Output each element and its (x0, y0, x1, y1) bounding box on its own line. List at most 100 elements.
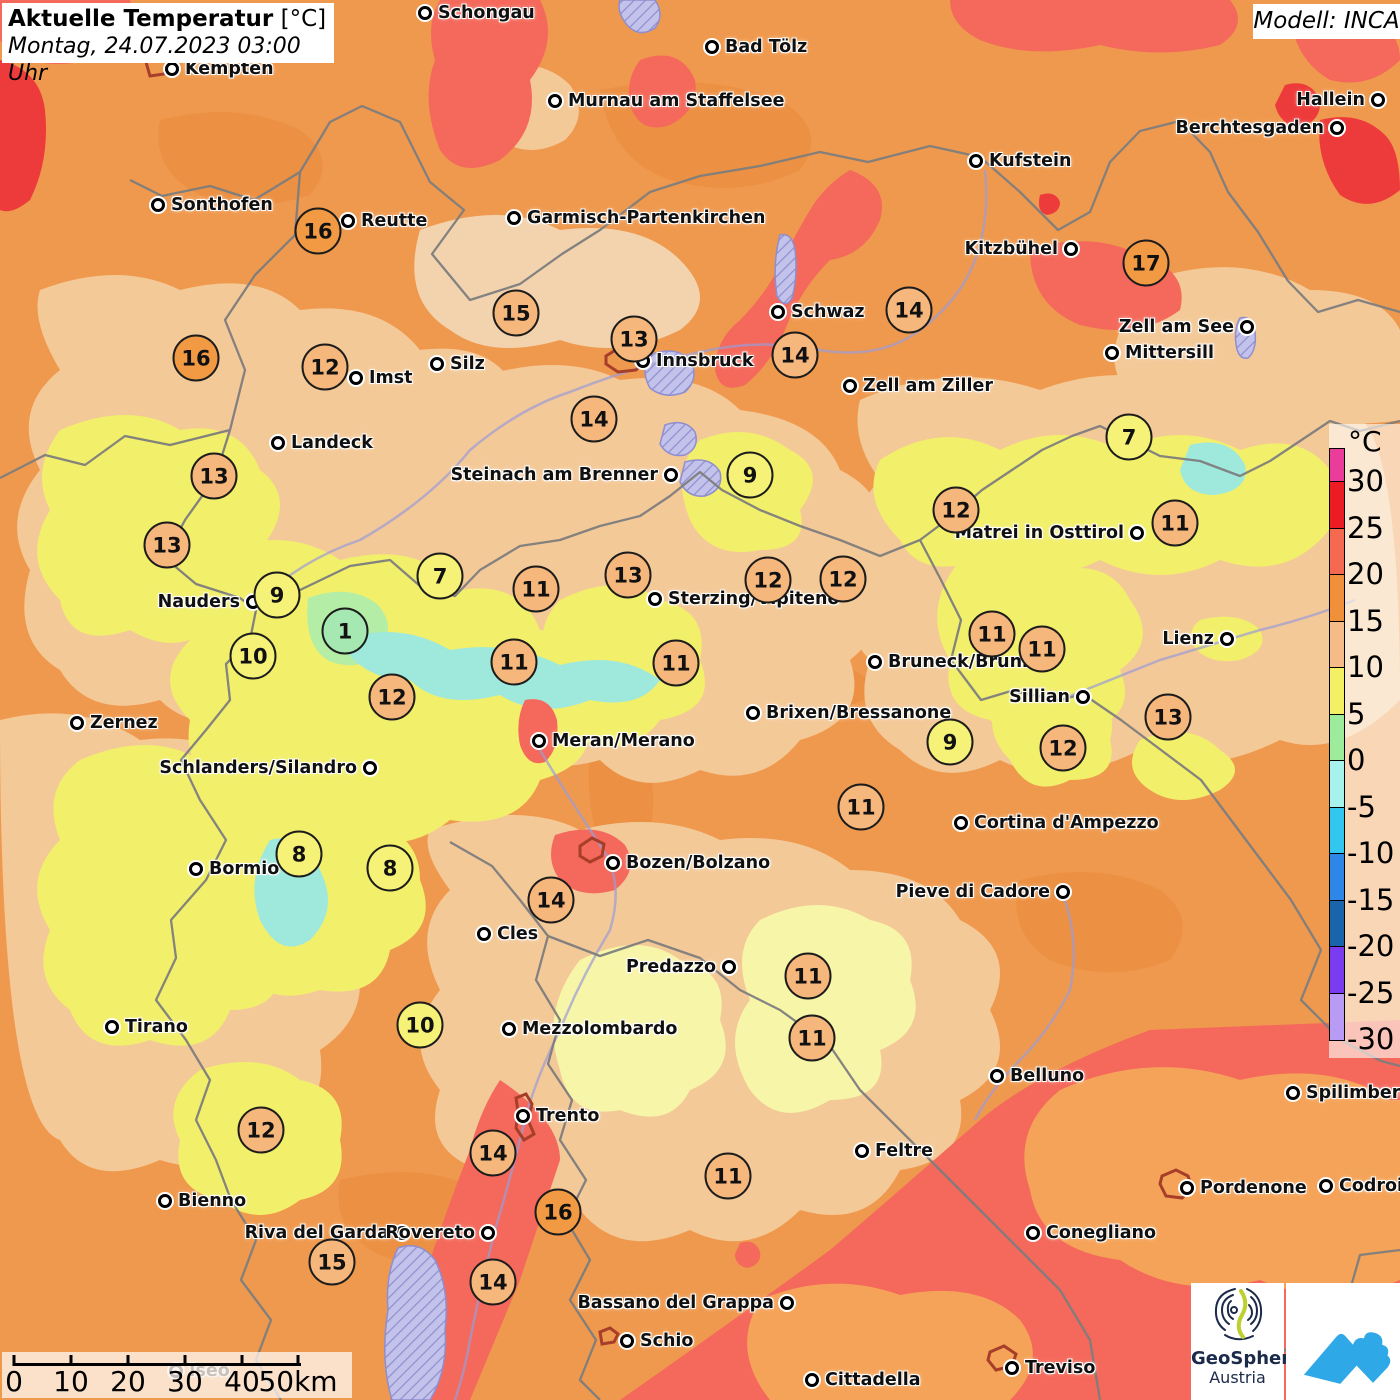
city-marker-icon (507, 211, 521, 225)
legend-tick-label: 10 (1347, 650, 1384, 684)
city-marker-icon (70, 716, 84, 730)
temperature-station-value: 11 (490, 638, 538, 686)
city-label: Zernez (90, 713, 158, 733)
city-marker-icon (606, 856, 620, 870)
geosphere-contour-icon (1214, 1288, 1262, 1341)
city-marker-icon (1130, 526, 1144, 540)
city-marker-icon (1286, 1086, 1300, 1100)
city-label: Nauders (157, 592, 240, 612)
temperature-station-value: 8 (366, 844, 414, 892)
city-marker-icon (548, 94, 562, 108)
city-label: Bruneck/Brunico (888, 652, 1051, 672)
city-label: Feltre (875, 1141, 933, 1161)
lakes (384, 0, 1257, 1400)
city-marker-icon (481, 1226, 495, 1240)
scale-tick-label: 10 (53, 1365, 89, 1398)
city-marker-icon (1026, 1226, 1040, 1240)
temperature-station-value: 17 (1122, 239, 1170, 287)
city-marker-icon (805, 1373, 819, 1387)
city-marker-icon (969, 154, 983, 168)
map-subtitle: Montag, 24.07.2023 03:00 Uhr (8, 34, 301, 86)
city-label: Berchtesgaden (1175, 118, 1324, 138)
title-box: Aktuelle Temperatur [°C] Montag, 24.07.2… (2, 3, 334, 86)
city-marker-icon (477, 927, 491, 941)
city-marker-icon (780, 1296, 794, 1310)
temperature-station-value: 12 (819, 555, 867, 603)
city-label: Imst (369, 368, 413, 388)
legend-band (1330, 621, 1344, 668)
scale-tick (240, 1355, 244, 1366)
city-label: Trento (536, 1106, 600, 1126)
legend-tick-label: -10 (1347, 836, 1395, 870)
city-label: Silz (450, 354, 485, 374)
legend-band (1330, 482, 1344, 529)
map-scale-bar: 0 10 20 30 40 50km (2, 1352, 352, 1398)
city-marker-icon (705, 40, 719, 54)
legend-tick-label: -15 (1347, 882, 1395, 917)
legend-unit-label: °C (1348, 425, 1382, 458)
legend-tick-label: 15 (1347, 603, 1384, 638)
city-marker-icon (271, 436, 285, 450)
city-marker-icon (990, 1069, 1004, 1083)
temperature-station-value: 7 (1105, 413, 1153, 461)
legend-tick-label: -25 (1347, 975, 1395, 1010)
map-title: Aktuelle Temperatur [°C] (8, 5, 334, 33)
city-marker-icon (1064, 242, 1078, 256)
temperature-legend: °C 30 25 20 15 10 5 0 -5 -10 -15 -20 -25 -30 (1329, 424, 1400, 1058)
legend-tick-label: 0 (1347, 743, 1366, 777)
city-label: Predazzo (625, 957, 716, 977)
city-marker-icon (418, 6, 432, 20)
city-label: Codroipo (1339, 1176, 1400, 1196)
city-marker-icon (1220, 632, 1234, 646)
city-label: Rovereto (385, 1223, 475, 1243)
city-label: Schwaz (791, 302, 865, 322)
city-label: Schio (640, 1331, 694, 1351)
scale-tick-label: 50km (258, 1365, 338, 1398)
city-label: Pieve di Cadore (895, 882, 1050, 902)
city-label: Lienz (1162, 629, 1214, 649)
temperature-station-value: 13 (610, 315, 658, 363)
legend-color-bar (1329, 448, 1345, 1041)
city-label: Steinach am Brenner (450, 465, 658, 485)
geosphere-country: Austria (1209, 1368, 1266, 1387)
city-marker-icon (746, 706, 760, 720)
scale-tick-label: 30 (167, 1365, 203, 1398)
city-label: Sonthofen (171, 195, 273, 215)
city-label: Conegliano (1046, 1223, 1157, 1243)
temperature-station-value: 14 (469, 1258, 517, 1306)
city-label: Riva del Garda (244, 1223, 389, 1243)
city-marker-icon (341, 214, 355, 228)
temperature-station-value: 14 (885, 286, 933, 334)
city-marker-icon (1076, 690, 1090, 704)
temperature-station-value: 9 (926, 718, 974, 766)
title-text: Aktuelle Temperatur (8, 6, 274, 32)
city-marker-icon (648, 592, 662, 606)
temperature-station-value: 11 (784, 952, 832, 1000)
city-marker-icon (158, 1194, 172, 1208)
temperature-station-value: 11 (837, 783, 885, 831)
city-marker-icon (954, 816, 968, 830)
legend-tick-label: 25 (1347, 510, 1384, 545)
scale-tick (69, 1355, 73, 1366)
city-label: Tirano (125, 1017, 188, 1037)
scale-tick (12, 1355, 16, 1366)
light-orange-islands (747, 1067, 1400, 1400)
temperature-station-value: 12 (932, 486, 980, 534)
temperature-station-value: 13 (190, 452, 238, 500)
city-label: Cittadella (825, 1370, 921, 1390)
city-label: Matrei in Osttirol (954, 523, 1124, 543)
city-label: Spilimbergo (1306, 1083, 1400, 1103)
city-marker-icon (363, 761, 377, 775)
legend-band (1330, 900, 1344, 947)
scale-tick (183, 1355, 187, 1366)
geosphere-logo-box: GeoSphere Austria (1191, 1283, 1302, 1400)
temperature-station-value: 12 (1039, 724, 1087, 772)
legend-tick-label: 5 (1347, 696, 1366, 731)
temperature-station-value: 16 (172, 334, 220, 382)
temperature-station-value: 14 (469, 1129, 517, 1177)
city-marker-icon (349, 371, 363, 385)
temperature-station-value: 16 (294, 207, 342, 255)
legend-tick-label: -20 (1347, 929, 1395, 963)
pale-yellow-areas (553, 905, 916, 1117)
